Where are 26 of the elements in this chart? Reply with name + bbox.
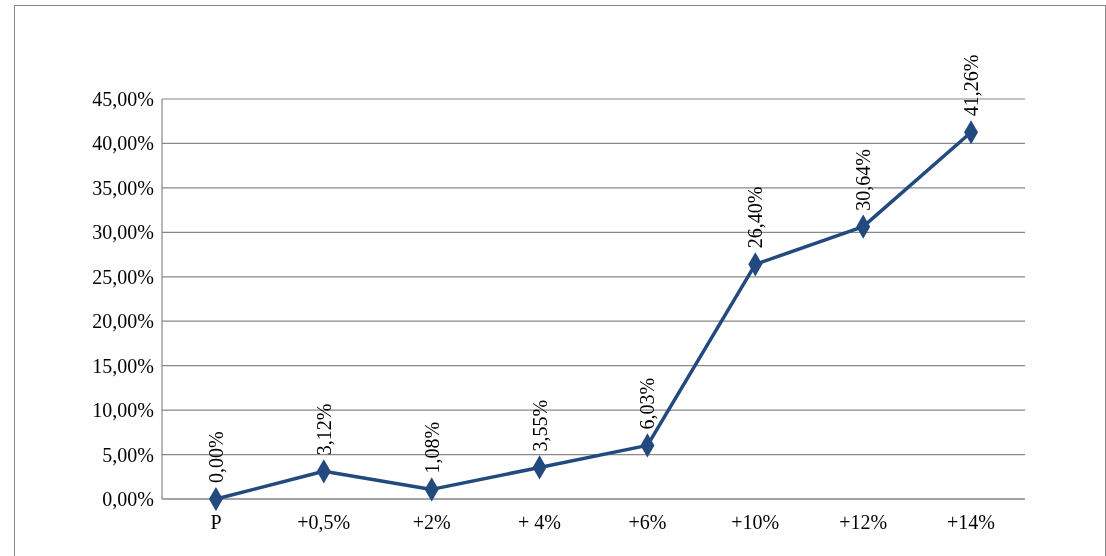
y-tick-label: 5,00% — [102, 443, 154, 466]
x-tick-label: + 4% — [518, 511, 562, 533]
y-tick-label: 20,00% — [92, 310, 154, 333]
y-tick-label: 45,00% — [92, 88, 154, 110]
x-tick-label: +14% — [947, 511, 996, 533]
x-tick-label: +6% — [628, 511, 667, 533]
x-tick-label: +2% — [412, 511, 451, 533]
x-tick-label: +10% — [731, 511, 780, 533]
data-label: 30,64% — [852, 148, 875, 211]
y-tick-label: 0,00% — [102, 488, 154, 510]
y-tick-label: 40,00% — [92, 132, 154, 155]
x-tick-label: +12% — [839, 511, 888, 533]
data-label: 26,40% — [744, 186, 767, 249]
x-tick-label: P — [210, 511, 222, 533]
y-tick-label: 30,00% — [92, 221, 154, 244]
y-tick-label: 35,00% — [92, 176, 154, 199]
data-label: 1,08% — [420, 421, 443, 474]
y-tick-label: 15,00% — [92, 354, 154, 377]
data-label: 6,03% — [636, 377, 659, 430]
y-tick-label: 10,00% — [92, 399, 154, 422]
data-label: 3,55% — [528, 399, 551, 452]
y-tick-label: 25,00% — [92, 265, 154, 288]
x-tick-label: +0,5% — [297, 511, 351, 533]
data-label: 3,12% — [312, 403, 335, 456]
data-label: 41,26% — [960, 54, 983, 117]
data-label: 0,00% — [204, 431, 227, 483]
